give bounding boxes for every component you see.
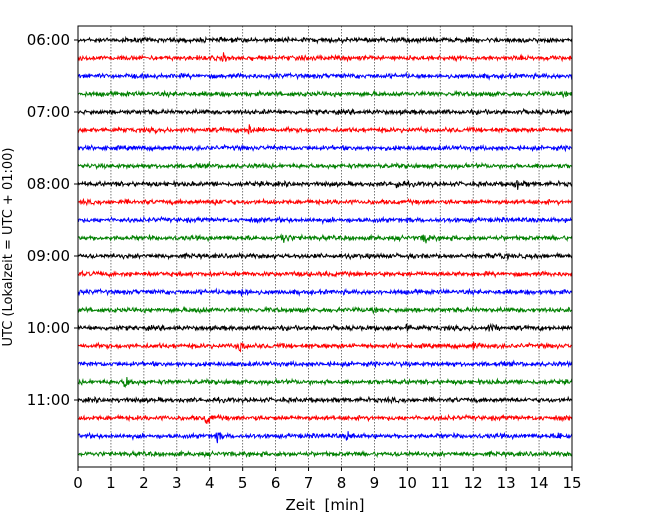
- x-tick-label: 2: [139, 474, 149, 492]
- trace-line: [77, 179, 573, 190]
- x-tick-label: 15: [562, 474, 581, 492]
- x-tick-label: 11: [431, 474, 450, 492]
- plot-frame: [77, 25, 573, 468]
- trace-line: [77, 413, 573, 424]
- trace-line: [77, 161, 573, 171]
- y-tick-label: 06:00: [27, 31, 70, 49]
- x-tick-label: 4: [205, 474, 215, 492]
- trace-line: [77, 197, 573, 207]
- trace-line: [77, 89, 572, 99]
- x-axis-label: Zeit [min]: [285, 496, 364, 514]
- y-tick-label: 09:00: [27, 247, 70, 265]
- trace-line: [77, 449, 573, 459]
- y-axis: 06:00 07:00 08:00 09:00 10:00 11:00: [27, 31, 78, 409]
- x-tick-label: 6: [271, 474, 281, 492]
- x-axis: 0 1 2 3 4 5 6 7 8 9 10 11 12 13 14 15: [73, 467, 582, 492]
- x-tick-label: 8: [337, 474, 347, 492]
- trace-line: [77, 322, 573, 333]
- x-tick-label: 1: [106, 474, 116, 492]
- trace-line: [77, 359, 573, 369]
- y-axis-label: UTC (Lokalzeit = UTC + 01:00): [1, 148, 16, 347]
- trace-line: [77, 376, 573, 389]
- trace-line: [77, 341, 573, 353]
- trace-line: [77, 215, 573, 226]
- trace-line: [77, 124, 573, 135]
- trace-line: [77, 107, 573, 117]
- x-tick-label: 3: [172, 474, 182, 492]
- x-tick-label: 13: [497, 474, 516, 492]
- y-tick-label: 10:00: [27, 319, 70, 337]
- x-tick-label: 10: [398, 474, 417, 492]
- x-tick-label: 7: [304, 474, 314, 492]
- grid-lines: [110, 26, 540, 467]
- trace-line: [77, 52, 573, 63]
- trace-line: [77, 71, 573, 81]
- trace-line: [78, 269, 573, 279]
- y-tick-label: 11:00: [27, 391, 70, 409]
- trace-line: [77, 251, 573, 262]
- trace-line: [77, 431, 573, 444]
- x-tick-label: 12: [464, 474, 483, 492]
- y-tick-label: 08:00: [27, 175, 70, 193]
- trace-line: [77, 287, 573, 297]
- x-tick-label: 0: [73, 474, 83, 492]
- y-tick-label: 07:00: [27, 103, 70, 121]
- trace-line: [77, 143, 573, 153]
- trace-line: [77, 305, 573, 315]
- x-tick-label: 5: [238, 474, 248, 492]
- x-tick-label: 14: [530, 474, 549, 492]
- seismic-traces: [77, 35, 573, 459]
- trace-line: [77, 395, 573, 405]
- trace-line: [77, 233, 573, 244]
- trace-line: [77, 35, 573, 45]
- x-tick-label: 9: [370, 474, 380, 492]
